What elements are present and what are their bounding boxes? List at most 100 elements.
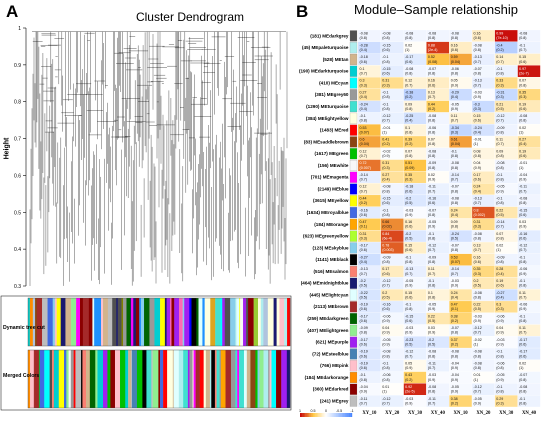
cell-pvalue-label: (0.9) — [405, 401, 412, 405]
module-color-swatch — [349, 89, 358, 101]
cell-pvalue-label: (0.8) — [428, 119, 435, 123]
cell-pvalue-label: (0.8) — [451, 331, 458, 335]
cell-correlation-label: -0.08 — [451, 197, 459, 201]
cell-pvalue-label: (0.7) — [519, 48, 526, 52]
cell-correlation-label: -0.14 — [496, 220, 504, 224]
cell-pvalue-label: (1) — [382, 390, 386, 394]
cell-correlation-label: -0.07 — [428, 67, 436, 71]
cell-pvalue-label: (0.5) — [405, 201, 412, 205]
cell-pvalue-label: (0.9) — [428, 331, 435, 335]
cell-correlation-label: -0.04 — [360, 385, 368, 389]
cell-pvalue-label: (0.6) — [360, 354, 367, 358]
cell-pvalue-label: (0.9) — [405, 284, 412, 288]
cell-correlation-label: -0.09 — [428, 161, 436, 165]
cell-correlation-label: 0.31 — [382, 79, 389, 83]
cell-correlation-label: 0.47 — [451, 303, 458, 307]
sample-column-label: XN_10 — [454, 411, 469, 416]
cell-pvalue-label: (0.9) — [496, 189, 503, 193]
cell-pvalue-label: (0.9) — [451, 83, 458, 87]
cell-pvalue-label: (0.8) — [474, 154, 481, 158]
cell-pvalue-label: (0.7) — [405, 83, 412, 87]
cell-pvalue-label: (0.8) — [428, 284, 435, 288]
cell-correlation-label: 0.09 — [496, 149, 503, 153]
cell-pvalue-label: (0.4) — [451, 295, 458, 299]
cell-correlation-label: 0.01 — [382, 385, 389, 389]
heatmap-row: (2149) MEblue 0.12(0.7)-0.08(0.8)-0.18(0.… — [318, 183, 541, 196]
cell-correlation-label: 0.04 — [382, 326, 389, 330]
cell-pvalue-label: (0.9) — [451, 284, 458, 288]
cell-correlation-label: -0.05 — [496, 185, 504, 189]
cell-pvalue-label: (0.3) — [519, 95, 526, 99]
cell-pvalue-label: (0.9) — [382, 319, 389, 323]
module-label: (184) MEdarkorange — [305, 375, 349, 380]
cell-correlation-label: -0.15 — [382, 67, 390, 71]
cell-correlation-label: -0.1 — [519, 43, 525, 47]
cell-pvalue-label: (0.9) — [428, 378, 435, 382]
cell-pvalue-label: (0.9) — [474, 319, 481, 323]
cell-pvalue-label: (0.8) — [496, 178, 503, 182]
cell-pvalue-label: (0.7) — [519, 248, 526, 252]
cell-correlation-label: -0.07 — [474, 67, 482, 71]
cell-correlation-label: 0.52 — [428, 55, 435, 59]
cell-correlation-label: -0.3 — [474, 102, 480, 106]
module-label: (621) MEpurple — [316, 340, 349, 345]
cell-pvalue-label: (0.8) — [382, 354, 389, 358]
cell-pvalue-label: (0.6) — [474, 36, 481, 40]
cell-pvalue-label: (0.8) — [405, 72, 412, 76]
module-label: (2113) MEbrown — [314, 304, 349, 309]
module-color-swatch — [349, 112, 358, 124]
module-color-swatch — [349, 372, 358, 383]
cell-correlation-label: -0.03 — [474, 91, 482, 95]
cell-correlation-label: -0.15 — [382, 197, 390, 201]
cell-pvalue-label: (0.8) — [428, 130, 435, 134]
cell-pvalue-label: (0.5) — [360, 295, 367, 299]
cell-pvalue-label: (0.7) — [474, 248, 481, 252]
module-label: (184) MEorange — [314, 222, 349, 227]
cell-correlation-label: 0.31 — [360, 232, 367, 236]
cell-pvalue-label: (0.1) — [360, 225, 367, 229]
cell-pvalue-label: (0.9) — [428, 307, 435, 311]
cell-correlation-label: 0.15 — [405, 244, 412, 248]
cell-correlation-label: 0.35 — [474, 267, 481, 271]
cell-correlation-label: -0.03 — [405, 397, 413, 401]
heatmap-row: (1617) MEgreen 0.12(0.7)-0.02(0.9)0.07(0.… — [315, 147, 541, 160]
module-color-swatch — [349, 230, 358, 242]
panel-b-letter: B — [296, 2, 309, 21]
cell-correlation-label: 0.51 — [405, 161, 412, 165]
cell-pvalue-label: (0.3) — [382, 83, 389, 87]
cell-correlation-label: 0.44 — [428, 102, 435, 106]
cell-correlation-label: -0.16 — [360, 208, 368, 212]
cell-pvalue-label: (2e-4) — [428, 48, 438, 52]
cell-correlation-label: 0.16 — [428, 79, 435, 83]
cell-correlation-label: -0.03 — [405, 326, 413, 330]
cell-correlation-label: 0.16 — [405, 220, 412, 224]
cell-correlation-label: -0.04 — [451, 361, 459, 365]
module-color-swatch — [349, 254, 358, 266]
cell-pvalue-label: (0.007) — [360, 166, 371, 170]
cell-pvalue-label: (0.8) — [382, 60, 389, 64]
heatmap-row: (3615) MEyellow 0.44(0.2)-0.15(0.6)-0.2(0… — [313, 194, 541, 207]
cell-pvalue-label: (0.9) — [474, 166, 481, 170]
cell-correlation-label: -0.05 — [451, 102, 459, 106]
module-color-swatch — [349, 348, 358, 360]
module-color-swatch — [349, 124, 358, 136]
cell-correlation-label: -0.12 — [474, 326, 482, 330]
cell-correlation-label: 0.2 — [382, 291, 387, 295]
cell-correlation-label: -0.08 — [428, 32, 436, 36]
cell-correlation-label: -0.23 — [405, 338, 413, 342]
cell-pvalue-label: (0.3) — [474, 272, 481, 276]
cell-pvalue-label: (0.8) — [474, 72, 481, 76]
cell-pvalue-label: (0.6) — [360, 342, 367, 346]
module-label: (72) MEsteelblue — [312, 351, 349, 356]
cell-pvalue-label: (0.6) — [360, 248, 367, 252]
cell-correlation-label: -0.03 — [496, 338, 504, 342]
merged-colors-label: Merged Colors — [3, 373, 40, 379]
cell-pvalue-label: (0.6) — [405, 248, 412, 252]
cell-pvalue-label: (0.8) — [360, 119, 367, 123]
cell-correlation-label: 0.07 — [519, 79, 526, 83]
cell-pvalue-label: (0.6) — [405, 319, 412, 323]
cell-correlation-label: -0.12 — [382, 114, 390, 118]
cell-pvalue-label: (0.9) — [474, 401, 481, 405]
cell-pvalue-label: (0.8) — [428, 154, 435, 158]
module-label: (528) MEtan — [323, 57, 349, 62]
